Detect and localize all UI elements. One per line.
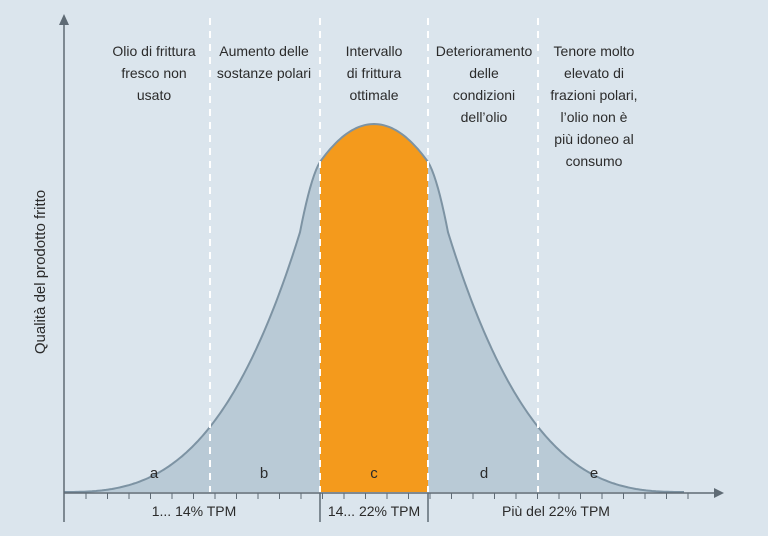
zone-letter-d: d <box>480 465 488 482</box>
zone-description-a: Olio di frittura fresco non usato <box>112 43 196 103</box>
zone-letter-b: b <box>260 465 268 482</box>
range-brackets <box>319 493 429 522</box>
quality-curve-line <box>64 122 684 493</box>
range-label-high: Più del 22% TPM <box>502 503 610 519</box>
range-label-optimal: 14... 22% TPM <box>328 503 420 519</box>
zone-description-d: Deterioramento delle condizioni dell’oli… <box>435 43 533 125</box>
y-axis-arrow <box>59 14 69 25</box>
optimal-zone-area <box>320 124 428 492</box>
zone-description-b: Aumento delle sostanze polari <box>216 43 312 81</box>
x-axis-ticks <box>85 493 689 499</box>
x-axis-arrow <box>714 488 724 498</box>
zone-letter-a: a <box>150 465 159 482</box>
zone-letter-e: e <box>590 465 598 482</box>
zone-description-c: Intervallo di frittura ottimale <box>345 43 403 103</box>
zone-letter-c: c <box>370 465 378 482</box>
y-axis-label: Qualità del prodotto fritto <box>32 190 49 354</box>
zone-description-e: Tenore molto elevato di frazioni polari,… <box>550 43 638 169</box>
range-label-low: 1... 14% TPM <box>152 503 237 519</box>
zone-dividers <box>209 18 539 492</box>
